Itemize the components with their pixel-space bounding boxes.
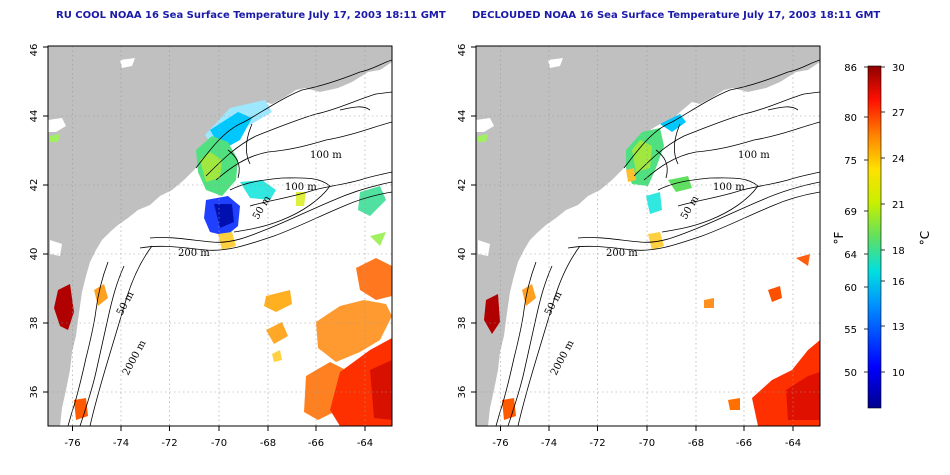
lon-axis-right: -76 -74 -72 -70 -68 -66 -64 [492,426,801,449]
celsius-tick: 21 [892,200,905,211]
lon-tick: -76 [492,438,508,449]
lat-tick: 38 [457,317,468,330]
lon-tick: -68 [688,438,704,449]
right-panel-title: DECLOUDED NOAA 16 Sea Surface Temperatur… [472,10,881,21]
land-mass [48,46,392,426]
lon-tick: -64 [785,438,801,449]
lon-tick: -66 [308,438,324,449]
fahrenheit-unit-label: °F [832,231,846,244]
lon-tick: -66 [736,438,752,449]
celsius-tick: 13 [892,322,905,333]
lon-tick: -74 [113,438,129,449]
grid-right [476,46,820,426]
fahrenheit-tick: 64 [844,250,857,261]
lat-tick: 36 [457,386,468,399]
lat-tick: 46 [457,44,468,57]
lat-tick: 36 [29,386,40,399]
fahrenheit-tick: 80 [844,113,857,124]
fahrenheit-tick: 55 [844,325,857,336]
fahrenheit-tick: 86 [844,63,857,74]
lon-tick: -68 [260,438,276,449]
lat-tick: 44 [457,110,468,123]
lon-tick: -72 [161,438,177,449]
grid-left [48,46,392,426]
lat-axis-right: 36 38 40 42 44 46 [457,44,476,399]
lat-tick: 42 [457,179,468,192]
celsius-tick: 24 [892,154,905,165]
celsius-tick: 30 [892,63,905,74]
colorbar: 86 80 75 69 64 60 55 50 30 27 24 21 18 1… [832,63,932,409]
celsius-tick: 10 [892,368,905,379]
bathymetry-contours [495,59,820,426]
bathymetry-contours [67,59,392,426]
celsius-tick: 18 [892,246,905,257]
lat-tick: 38 [29,317,40,330]
contour-label: 100 m [285,182,317,193]
land-mass [476,46,820,426]
right-map-panel: 100 m 100 m 50 m 200 m 50 m 2000 m -76 -… [457,44,821,449]
celsius-tick: 16 [892,277,905,288]
lon-tick: -76 [64,438,80,449]
fahrenheit-tick: 75 [844,156,857,167]
celsius-unit-label: °C [918,231,932,245]
contour-label: 100 m [310,150,342,161]
lon-axis-left: -76 -74 -72 -70 -68 -66 -64 [64,426,373,449]
lat-tick: 46 [29,44,40,57]
lon-tick: -74 [541,438,557,449]
fahrenheit-tick: 60 [844,283,857,294]
lon-tick: -70 [639,438,655,449]
sst-patches-left [50,100,392,426]
lon-tick: -72 [589,438,605,449]
contour-label: 100 m [713,182,745,193]
celsius-tick: 27 [892,108,905,119]
contour-label: 200 m [178,248,210,259]
lon-tick: -64 [357,438,373,449]
lat-tick: 40 [29,248,40,261]
contour-label: 100 m [738,150,770,161]
left-panel-title: RU COOL NOAA 16 Sea Surface Temperature … [56,10,446,21]
lat-tick: 42 [29,179,40,192]
colorbar-gradient [867,65,882,409]
lat-axis-left: 36 38 40 42 44 46 [29,44,48,399]
lat-tick: 40 [457,248,468,261]
lon-tick: -70 [211,438,227,449]
contour-label: 200 m [606,248,638,259]
lat-tick: 44 [29,110,40,123]
fahrenheit-tick: 69 [844,207,857,218]
left-map-panel: 100 m 100 m 50 m 200 m 50 m 2000 m -76 -… [29,44,393,449]
fahrenheit-tick: 50 [844,368,857,379]
